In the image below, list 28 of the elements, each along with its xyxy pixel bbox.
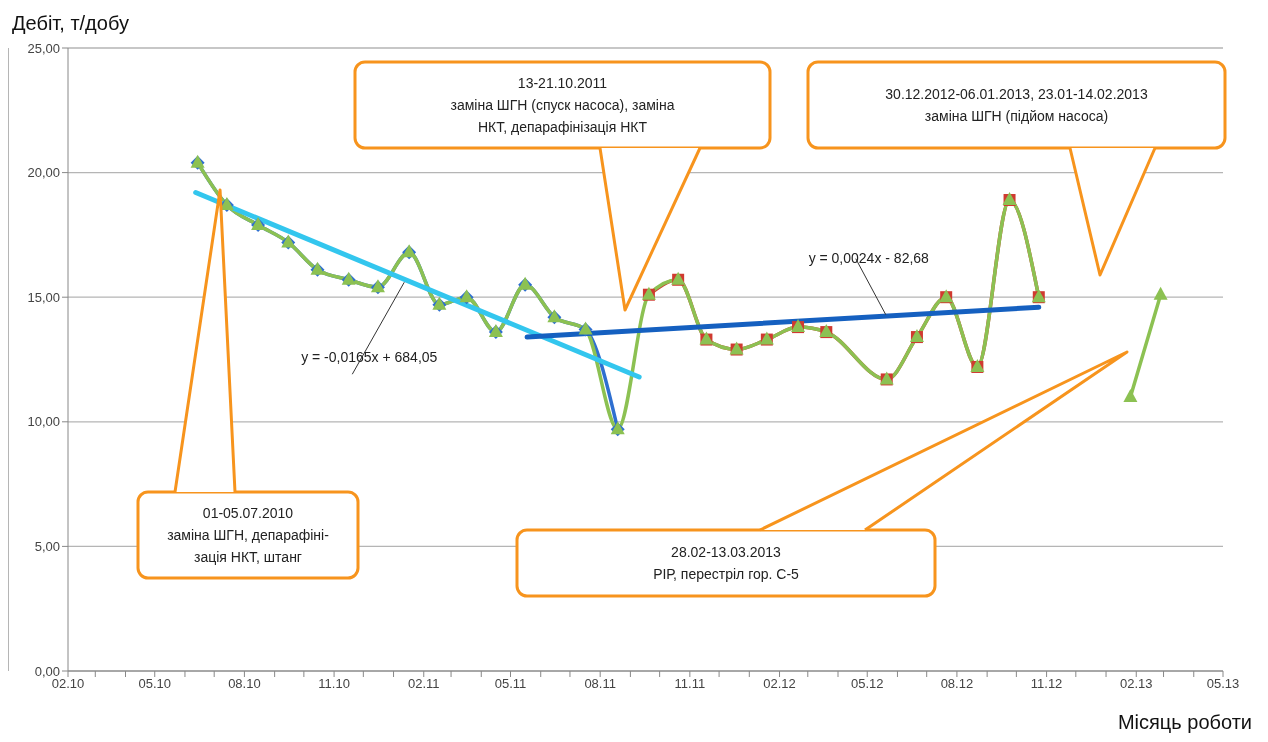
x-tick-label: 05.12 — [850, 676, 884, 692]
y-tick-label: 25,00 — [27, 40, 60, 56]
x-tick-label: 02.10 — [51, 676, 85, 692]
annotation: 28.02-13.03.2013 РІР, перестріл гор. С-5 — [653, 544, 800, 582]
x-tick-label: 02.11 — [407, 676, 440, 692]
annotation: y = 0,0024x - 82,68 — [808, 249, 930, 266]
annotation: 13-21.10.2011 заміна ШГН (спуск насоса), заміна НКТ, депарафінізація НКТ — [450, 75, 675, 135]
x-tick-label: 05.10 — [138, 676, 172, 692]
annotation: 30.12.2012-06.01.2013, 23.01-14.02.2013 заміна ШГН (підйом насоса) — [885, 86, 1148, 124]
x-tick-label: 11.11 — [674, 676, 706, 692]
x-tick-label: 11.12 — [1030, 676, 1063, 692]
y-axis-title: Дебіт, т/добу — [12, 12, 129, 34]
x-tick-label: 05.11 — [494, 676, 527, 692]
x-tick-label: 08.10 — [228, 676, 261, 692]
x-tick-label: 08.11 — [584, 676, 616, 692]
x-tick-label: 08.12 — [940, 676, 974, 692]
y-tick-label: 10,00 — [27, 414, 60, 430]
x-tick-label: 11.10 — [318, 676, 350, 692]
x-axis-title: Місяць роботи — [1117, 711, 1252, 733]
y-tick-label: 20,00 — [27, 165, 60, 181]
y-tick-label: 5,00 — [34, 539, 60, 555]
y-tick-label: 0,00 — [34, 663, 60, 679]
x-tick-label: 02.12 — [763, 676, 796, 692]
y-tick-label: 15,00 — [27, 289, 60, 305]
x-tick-label: 05.13 — [1206, 676, 1240, 692]
annotation: 01-05.07.2010 заміна ШГН, депарафіні- зація НКТ, штанг — [167, 505, 330, 565]
x-tick-label: 02.13 — [1119, 676, 1153, 692]
annotation: y = -0,0165x + 684,05 — [301, 349, 438, 366]
